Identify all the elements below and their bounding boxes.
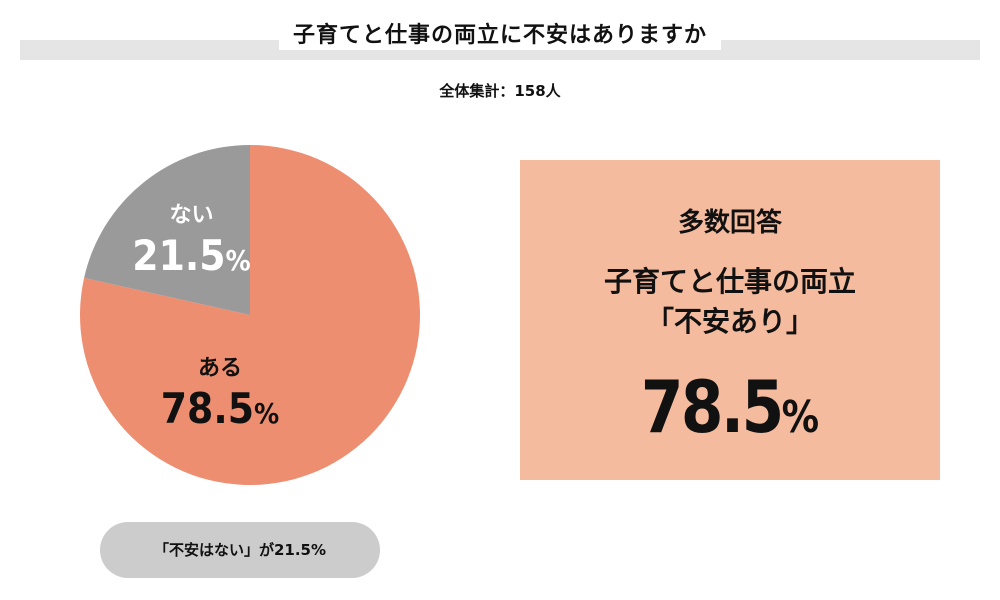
summary-value-number: 78.5 <box>640 365 784 449</box>
note-pill: 「不安はない」が21.5% <box>100 522 380 578</box>
pie-value-0: 78.5% <box>161 384 279 433</box>
title-bar <box>20 40 980 60</box>
summary-line-1: 子育てと仕事の両立 <box>603 265 856 298</box>
summary-line-2: 「不安あり」 <box>645 305 814 338</box>
summary-value: 78.5% <box>552 365 909 449</box>
pie-value-1: 21.5% <box>132 231 250 280</box>
chart-title-wrap: 子育てと仕事の両立に不安はありますか <box>0 22 1000 50</box>
pie-slice-1 <box>84 145 250 315</box>
summary-heading: 多数回答 <box>677 208 782 238</box>
summary-box: 多数回答 子育てと仕事の両立 「不安あり」 78.5% <box>520 160 940 480</box>
pie-chart: ある 78.5% ない 21.5% <box>80 145 421 485</box>
pie-label-1: ない <box>170 203 214 228</box>
chart-title: 子育てと仕事の両立に不安はありますか <box>278 22 721 50</box>
pie-label-0: ある <box>198 356 242 381</box>
chart-subtitle: 全体集計：158人 <box>439 82 561 100</box>
summary-value-unit: % <box>781 392 820 443</box>
